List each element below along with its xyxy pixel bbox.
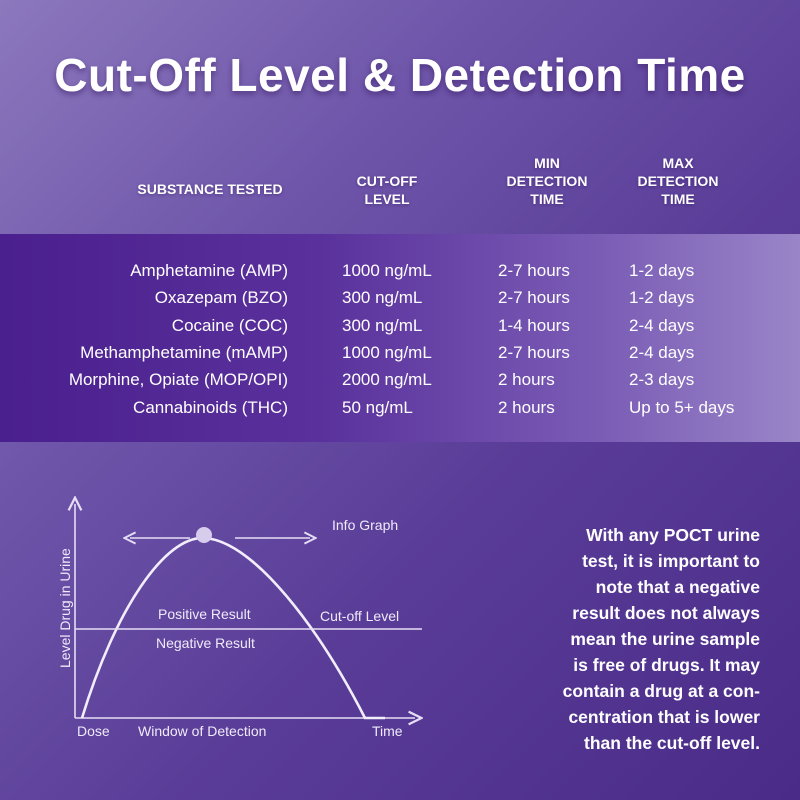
min-time-cell: 2-7 hours [498, 343, 570, 362]
cutoff-cell: 50 ng/mL [342, 398, 413, 417]
table-row: Cannabinoids (THC) 50 ng/mL 2 hours Up t… [0, 398, 800, 425]
substance-cell: Morphine, Opiate (MOP/OPI) [68, 370, 288, 389]
dose-label: Dose [77, 723, 110, 739]
table-row: Methamphetamine (mAMP) 1000 ng/mL 2-7 ho… [0, 343, 800, 370]
cutoff-cell: 300 ng/mL [342, 316, 423, 335]
table-row: Cocaine (COC) 300 ng/mL 1-4 hours 2-4 da… [0, 316, 800, 343]
peak-marker [196, 527, 212, 543]
min-time-cell: 2-7 hours [498, 288, 570, 307]
max-time-cell: 2-3 days [629, 370, 695, 389]
disclaimer-note: With any POCT urine test, it is importan… [562, 525, 760, 753]
drug-level-curve [80, 536, 385, 720]
substance-cell: Cocaine (COC) [171, 316, 288, 335]
min-time-cell: 1-4 hours [498, 316, 570, 335]
header-max-detection: MAX DETECTION TIME [637, 155, 719, 207]
min-time-cell: 2-7 hours [498, 261, 570, 280]
time-label: Time [372, 723, 403, 739]
max-time-cell: 1-2 days [629, 288, 695, 307]
max-time-cell: 2-4 days [629, 316, 695, 335]
positive-result-label: Positive Result [158, 606, 251, 622]
cutoff-cell: 2000 ng/mL [342, 370, 432, 389]
table-row: Amphetamine (AMP) 1000 ng/mL 2-7 hours 1… [0, 261, 800, 288]
detection-window-graph: Info Graph Level Drug in Urine Positive … [57, 490, 470, 739]
substance-cell: Cannabinoids (THC) [133, 398, 288, 417]
table-row: Oxazepam (BZO) 300 ng/mL 2-7 hours 1-2 d… [0, 288, 800, 315]
table-band [0, 234, 800, 442]
substance-cell: Methamphetamine (mAMP) [80, 343, 288, 362]
max-time-cell: 2-4 days [629, 343, 695, 362]
window-label: Window of Detection [138, 723, 266, 739]
min-time-cell: 2 hours [498, 398, 555, 417]
cutoff-cell: 300 ng/mL [342, 288, 423, 307]
header-cutoff: CUT-OFF LEVEL [356, 173, 418, 207]
header-min-detection: MIN DETECTION TIME [506, 155, 588, 207]
max-time-cell: Up to 5+ days [629, 398, 735, 417]
graph-caption: Info Graph [332, 517, 398, 533]
cutoff-cell: 1000 ng/mL [342, 261, 432, 280]
page-title: Cut-Off Level & Detection Time [54, 49, 746, 101]
cutoff-level-label: Cut-off Level [320, 608, 399, 624]
cutoff-cell: 1000 ng/mL [342, 343, 432, 362]
table-row: Morphine, Opiate (MOP/OPI) 2000 ng/mL 2 … [0, 370, 800, 397]
substance-cell: Amphetamine (AMP) [130, 261, 288, 280]
y-axis-label: Level Drug in Urine [57, 548, 73, 668]
max-time-cell: 1-2 days [629, 261, 695, 280]
negative-result-label: Negative Result [156, 635, 255, 651]
substance-cell: Oxazepam (BZO) [154, 288, 288, 307]
header-substance: SUBSTANCE TESTED [137, 181, 283, 197]
min-time-cell: 2 hours [498, 370, 555, 389]
